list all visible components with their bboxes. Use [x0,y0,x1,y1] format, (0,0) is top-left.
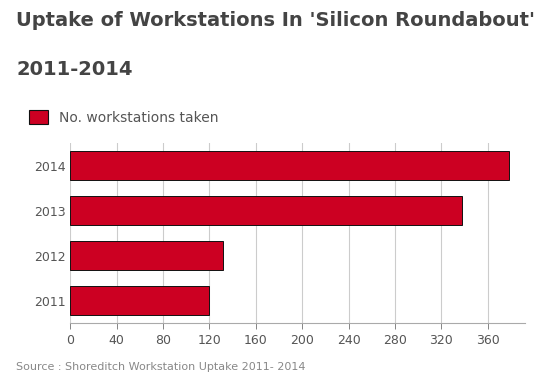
Text: Uptake of Workstations In 'Silicon Roundabout': Uptake of Workstations In 'Silicon Round… [16,11,535,30]
Bar [70,196,462,225]
Bar [70,286,209,315]
Bar [70,241,223,270]
Bar [70,151,509,180]
Text: 2011-2014: 2011-2014 [16,60,133,79]
Legend: No. workstations taken: No. workstations taken [23,105,225,130]
Text: Source : Shoreditch Workstation Uptake 2011- 2014: Source : Shoreditch Workstation Uptake 2… [16,362,306,372]
